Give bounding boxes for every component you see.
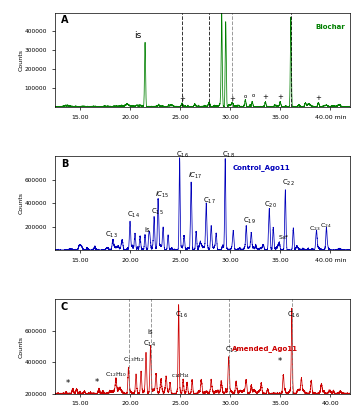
Text: is: is	[135, 31, 142, 40]
Text: is: is	[147, 329, 153, 335]
Text: C$_{12}$H$_{10}$: C$_{12}$H$_{10}$	[105, 370, 127, 379]
Text: C$_{22}$: C$_{22}$	[282, 178, 295, 189]
Text: o: o	[252, 93, 255, 98]
Text: C$_{15}$: C$_{15}$	[225, 344, 238, 354]
Text: C$_{15}$: C$_{15}$	[151, 207, 164, 217]
Text: C$_{14}$: C$_{14}$	[143, 339, 156, 349]
Text: Amended_Ago11: Amended_Ago11	[232, 345, 298, 352]
Text: C$_{16}$: C$_{16}$	[287, 310, 300, 320]
Text: +: +	[262, 94, 268, 100]
Text: C$_{14}$: C$_{14}$	[127, 210, 140, 220]
Y-axis label: Counts: Counts	[18, 336, 23, 358]
Text: C$_{16}$: C$_{16}$	[175, 310, 188, 320]
Text: C$_{20}$: C$_{20}$	[264, 199, 277, 210]
Text: *: *	[278, 357, 282, 365]
Text: +: +	[315, 95, 321, 101]
Text: is: is	[144, 227, 150, 233]
Text: o: o	[244, 94, 247, 99]
Text: Biochar: Biochar	[315, 24, 345, 30]
Text: $iC_{17}$: $iC_{17}$	[188, 171, 203, 181]
Text: S$_8$*: S$_8$*	[278, 233, 290, 242]
Text: A: A	[61, 16, 68, 26]
Text: +: +	[179, 96, 185, 102]
Text: C$_{23}$: C$_{23}$	[309, 225, 321, 233]
Text: Control_Ago11: Control_Ago11	[232, 163, 290, 171]
Text: c$_{14}$H$_{14}$: c$_{14}$H$_{14}$	[171, 371, 190, 380]
Text: B: B	[61, 159, 68, 169]
Text: C$_{18}$: C$_{18}$	[222, 149, 235, 160]
Text: C$_{24}$: C$_{24}$	[320, 221, 332, 230]
Text: C: C	[61, 303, 68, 312]
Text: $iC_{15}$: $iC_{15}$	[155, 190, 170, 200]
Text: *: *	[95, 378, 99, 387]
Y-axis label: Counts: Counts	[18, 49, 23, 71]
Text: C$_{13}$: C$_{13}$	[105, 230, 118, 240]
Text: C$_{19}$: C$_{19}$	[243, 216, 256, 226]
Text: C$_{17}$: C$_{17}$	[203, 196, 216, 206]
Text: C$_{16}$: C$_{16}$	[176, 149, 189, 160]
Text: *: *	[66, 379, 70, 388]
Text: +: +	[278, 94, 283, 100]
Text: +: +	[229, 96, 235, 102]
Text: C$_{13}$H$_{12}$: C$_{13}$H$_{12}$	[123, 355, 145, 364]
Y-axis label: Counts: Counts	[18, 192, 23, 214]
